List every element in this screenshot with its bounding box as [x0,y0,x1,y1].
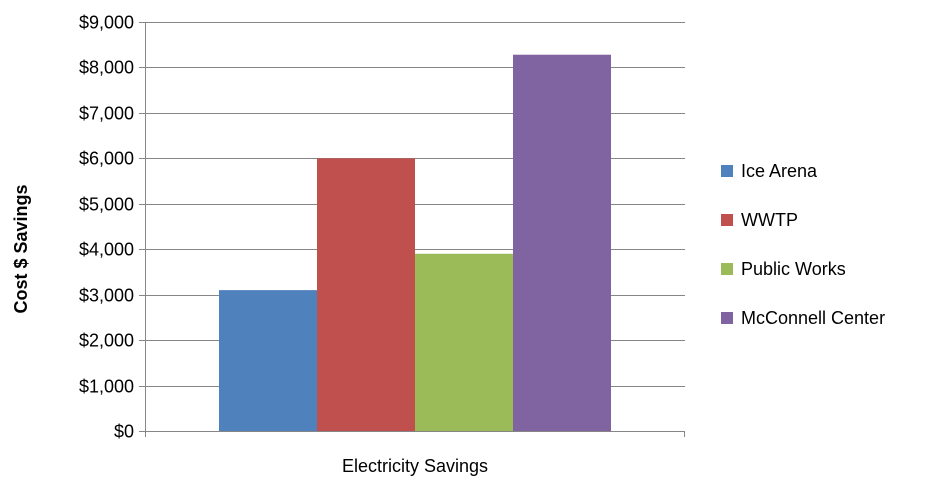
legend-swatch [721,214,733,226]
y-tick-label: $0 [114,422,134,442]
bar-mcconnell-center [513,54,611,431]
y-axis-label: Cost $ Savings [11,184,31,313]
legend-swatch [721,263,733,275]
bar-public-works [415,253,513,431]
legend-label: Public Works [741,259,846,279]
legend-label: Ice Arena [741,161,818,181]
y-tick-labels: $0 $1,000 $2,000 $3,000 $4,000 $5,000 $6,000 $7… [79,13,134,442]
y-tick-label: $5,000 [79,195,134,215]
bar-wwtp [317,158,415,432]
legend-label: McConnell Center [741,308,885,328]
y-tick-label: $9,000 [79,13,134,33]
legend: Ice Arena WWTP Public Works McConnell Cente… [721,161,885,328]
y-tick-label: $8,000 [79,58,134,78]
bars [219,54,611,432]
bar-ice-arena [219,290,317,431]
legend-swatch [721,312,733,324]
legend-swatch [721,165,733,177]
legend-label: WWTP [741,210,798,230]
y-tick-label: $2,000 [79,331,134,351]
y-tick-label: $7,000 [79,104,134,124]
axes [145,22,685,432]
y-tick-label: $4,000 [79,240,134,260]
x-axis-label: Electricity Savings [342,456,488,476]
y-tick-label: $6,000 [79,149,134,169]
y-tick-label: $1,000 [79,377,134,397]
y-tick-label: $3,000 [79,286,134,306]
